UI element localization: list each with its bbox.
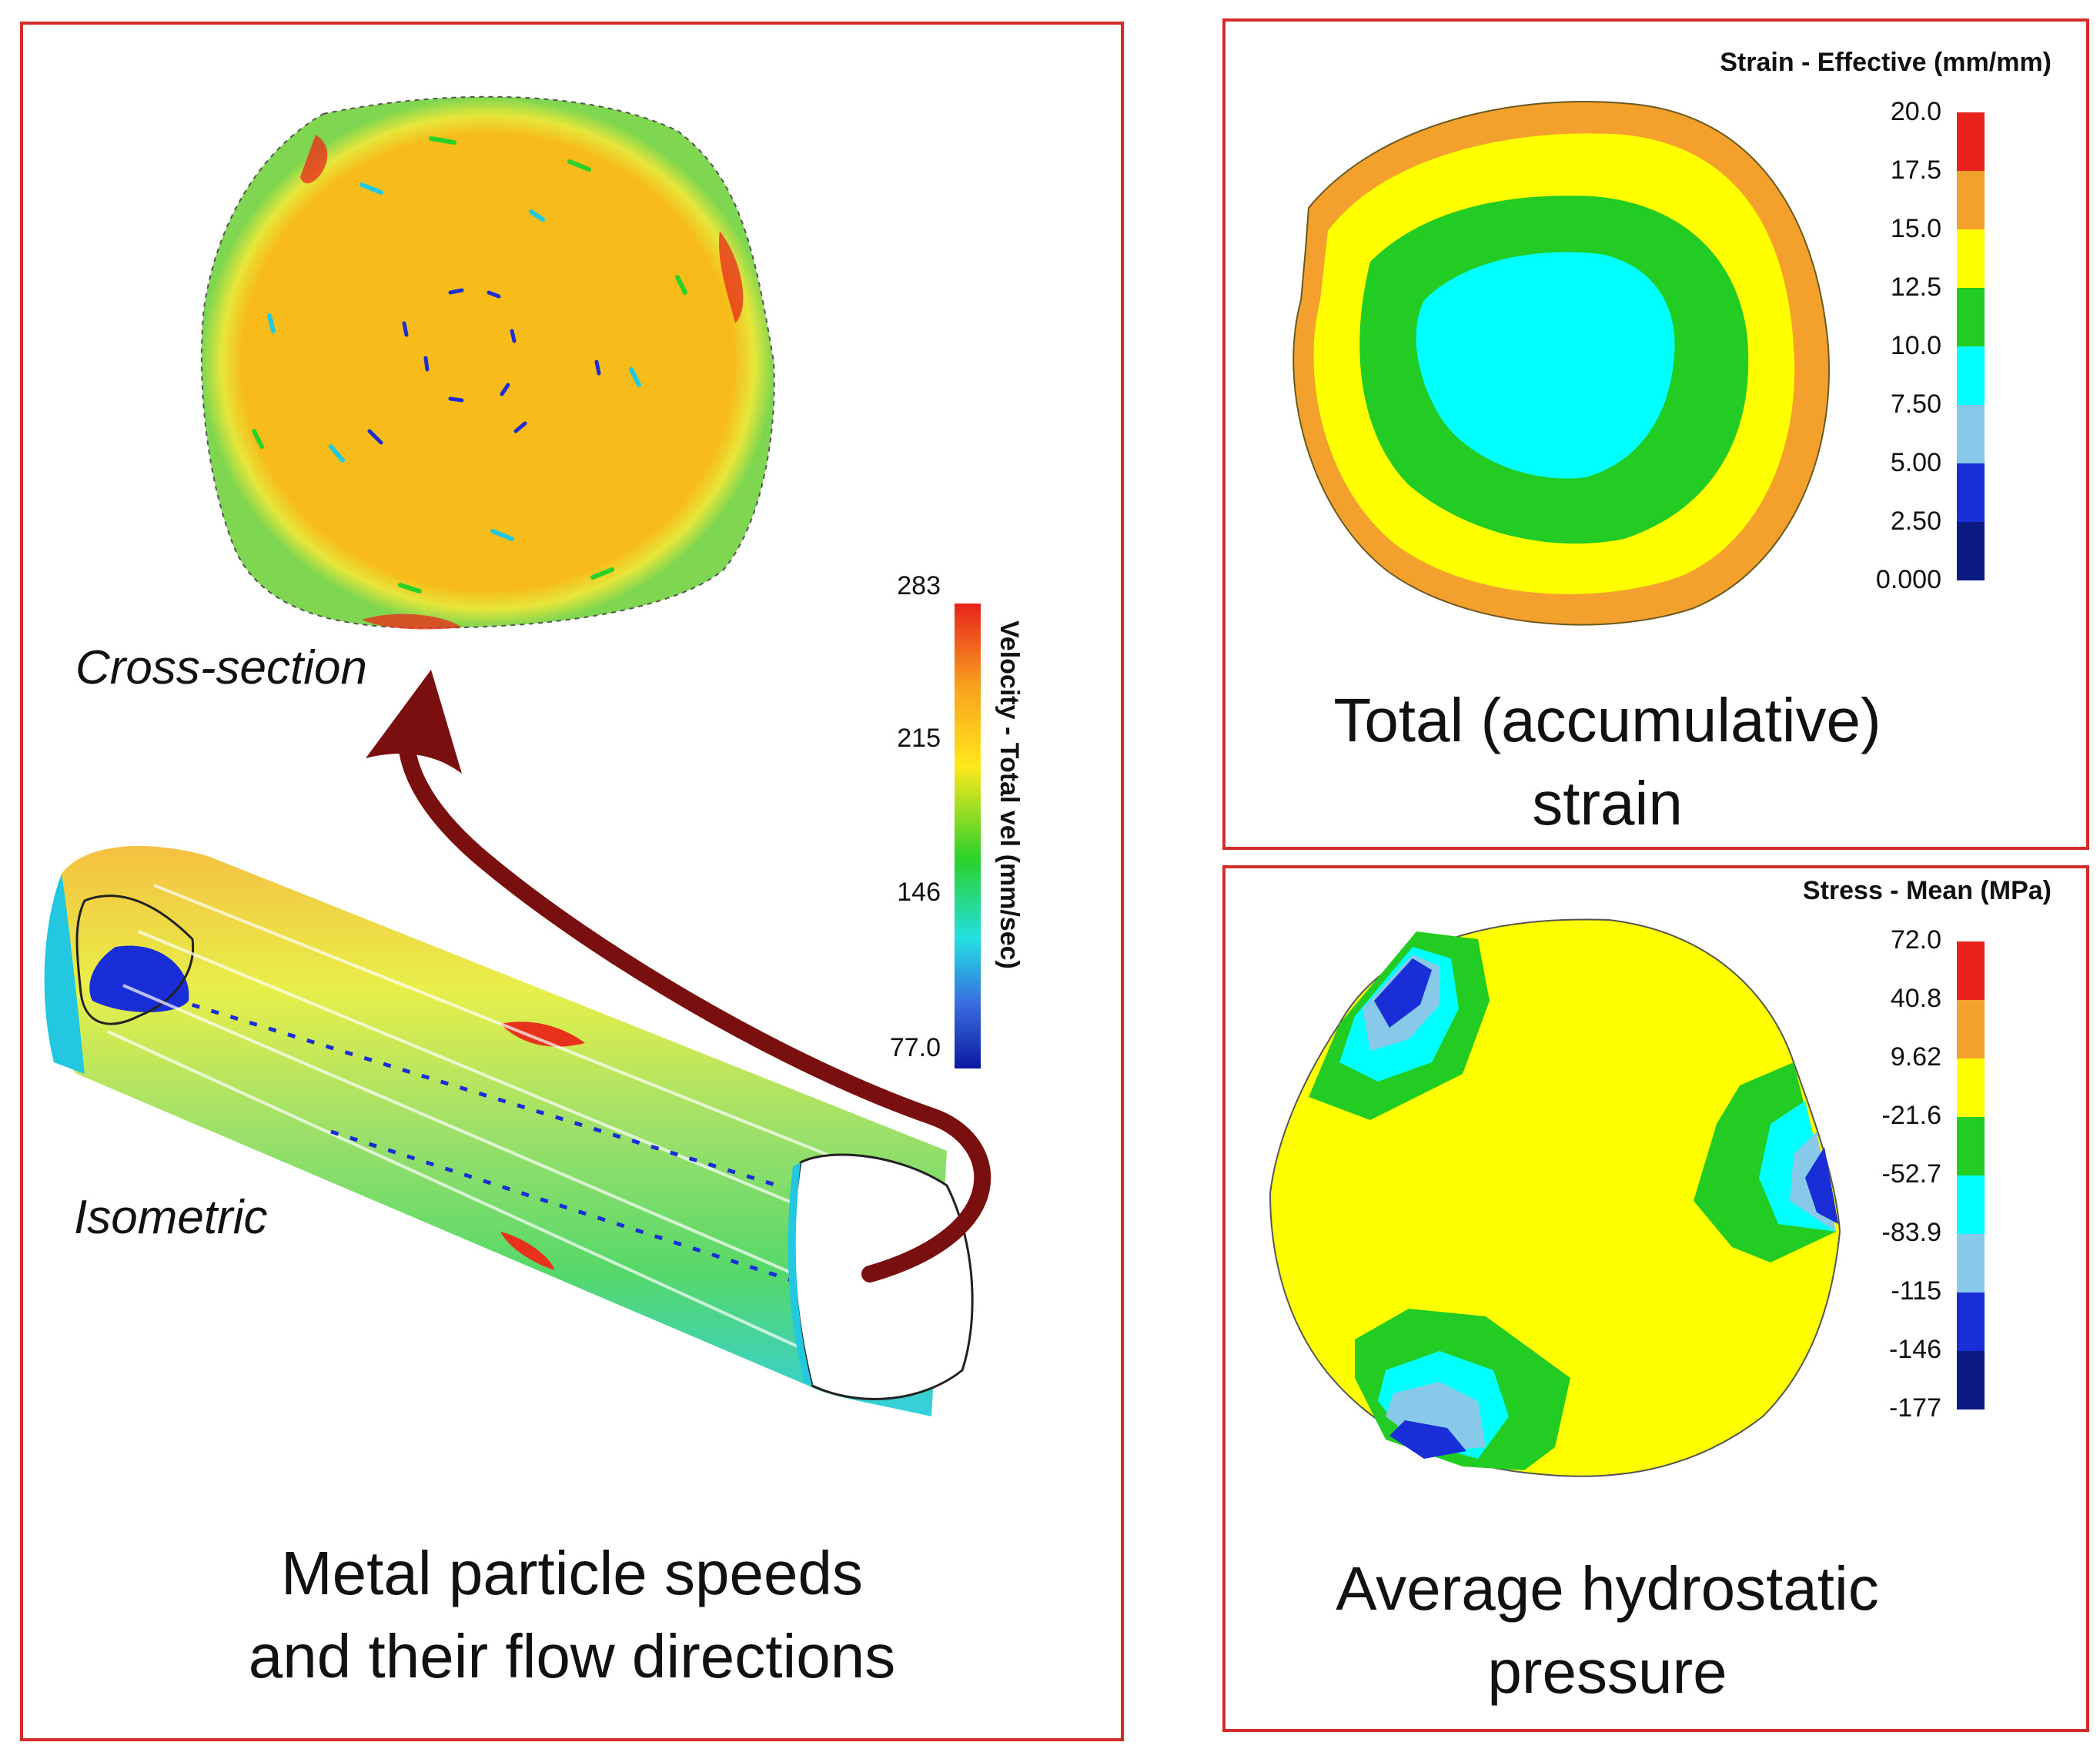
strain-legend-title: Strain - Effective (mm/mm) bbox=[1720, 48, 2052, 77]
velocity-colorbar bbox=[955, 604, 981, 1068]
strain-tick: 5.00 bbox=[1890, 448, 1941, 477]
velocity-legend-title: Velocity - Total vel (mm/sec) bbox=[995, 620, 1024, 969]
stress-tick: -21.6 bbox=[1881, 1101, 1942, 1130]
cross-section-label: Cross-section bbox=[75, 641, 367, 694]
velocity-tick-146: 146 bbox=[897, 878, 941, 907]
strain-tick: 15.0 bbox=[1890, 214, 1941, 243]
strain-colorbar bbox=[1957, 112, 1985, 580]
stress-tick: -52.7 bbox=[1881, 1159, 1942, 1189]
stress-tick: 72.0 bbox=[1890, 925, 1941, 955]
stress-caption: Average hydrostatic pressure bbox=[1222, 1547, 1992, 1714]
strain-tick: 0.000 bbox=[1875, 565, 1941, 594]
isometric-label: Isometric bbox=[74, 1191, 268, 1244]
strain-tick: 2.50 bbox=[1890, 507, 1941, 536]
strain-contour-plot bbox=[1292, 100, 1830, 626]
strain-tick: 12.5 bbox=[1890, 273, 1941, 302]
strain-caption: Total (accumulative) strain bbox=[1222, 679, 1992, 845]
velocity-tick-283: 283 bbox=[897, 571, 941, 600]
strain-tick: 7.50 bbox=[1890, 390, 1941, 419]
stress-contour-plot bbox=[1269, 918, 1841, 1477]
velocity-caption-line2: and their flow directions bbox=[248, 1622, 896, 1690]
stress-tick: -177 bbox=[1888, 1393, 1941, 1423]
stress-colorbar bbox=[1957, 941, 1985, 1410]
strain-tick: 10.0 bbox=[1890, 331, 1941, 360]
stress-tick: -83.9 bbox=[1881, 1218, 1942, 1247]
strain-caption-line1: Total (accumulative) bbox=[1333, 686, 1881, 754]
flow-arrow bbox=[366, 670, 991, 1282]
stress-tick: -146 bbox=[1888, 1335, 1941, 1364]
strain-tick: 17.5 bbox=[1890, 156, 1941, 185]
velocity-tick-215: 215 bbox=[897, 724, 941, 753]
stress-legend-title: Stress - Mean (MPa) bbox=[1802, 876, 2052, 905]
stress-caption-line1: Average hydrostatic bbox=[1336, 1554, 1879, 1623]
strain-caption-line2: strain bbox=[1532, 769, 1683, 838]
velocity-tick-77: 77.0 bbox=[889, 1033, 941, 1062]
stress-caption-line2: pressure bbox=[1487, 1637, 1727, 1706]
stress-tick: 9.62 bbox=[1890, 1042, 1941, 1072]
velocity-caption: Metal particle speeds and their flow dir… bbox=[20, 1532, 1124, 1698]
stress-tick: -115 bbox=[1891, 1276, 1941, 1306]
velocity-caption-line1: Metal particle speeds bbox=[281, 1539, 863, 1607]
stress-panel bbox=[1222, 865, 2089, 1732]
strain-panel bbox=[1222, 18, 2089, 850]
isometric-velocity-plot bbox=[44, 846, 974, 1416]
stress-tick: 40.8 bbox=[1890, 984, 1941, 1013]
cross-section-velocity-plot bbox=[200, 95, 775, 630]
strain-tick: 20.0 bbox=[1890, 97, 1941, 126]
